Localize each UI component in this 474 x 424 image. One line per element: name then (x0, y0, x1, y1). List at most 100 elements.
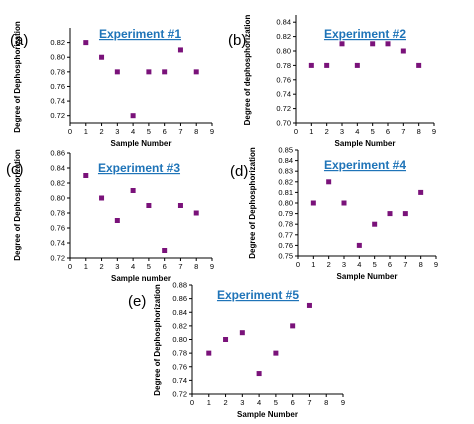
y-tick-label: 0.88 (172, 281, 187, 290)
x-tick-label: 9 (434, 260, 438, 269)
data-point (114, 69, 120, 75)
x-tick-label: 5 (373, 260, 377, 269)
y-tick-label: 0.84 (278, 156, 293, 165)
y-tick-label: 0.80 (276, 47, 291, 56)
x-tick-label: 7 (401, 127, 405, 136)
x-tick-label: 1 (84, 262, 88, 271)
x-tick-label: 8 (194, 127, 198, 136)
data-point (206, 350, 212, 356)
y-tick-label: 0.84 (276, 18, 291, 27)
data-point (372, 221, 378, 227)
data-point (114, 218, 120, 223)
y-axis-title: Degree of Dephosphorization (248, 147, 257, 259)
x-tick-label: 1 (207, 398, 211, 407)
y-tick-label: 0.84 (50, 164, 65, 173)
panel-letter: (c) (6, 161, 24, 178)
panel-letter: (a) (10, 32, 28, 49)
data-point (416, 62, 422, 68)
x-tick-label: 7 (307, 398, 311, 407)
x-tick-label: 7 (178, 127, 182, 136)
data-point (324, 62, 330, 68)
y-axis-title: Degree of dephosphorization (243, 15, 252, 126)
y-tick-label: 0.82 (50, 179, 65, 188)
chart-panel-1: 0 1 2 3 4 5 6 7 8 9 0.72 0.74 0.76 0.78 0.80 0.82 Sample… (10, 21, 214, 148)
data-point (130, 113, 136, 119)
x-tick-label: 3 (342, 260, 346, 269)
x-tick-label: 4 (131, 262, 135, 271)
data-point (162, 69, 168, 75)
chart-title: Experiment #2 (324, 27, 406, 41)
y-tick-label: 0.76 (278, 241, 293, 250)
y-tick-label: 0.85 (278, 146, 293, 155)
x-tick-label: 8 (194, 262, 198, 271)
x-tick-label: 7 (403, 260, 407, 269)
x-axis-title: Sample Number (237, 410, 298, 419)
y-tick-label: 0.80 (278, 199, 293, 208)
data-point (83, 40, 89, 46)
y-tick-label: 0.79 (278, 209, 293, 218)
y-tick-label: 0.80 (50, 53, 65, 62)
y-tick-label: 0.76 (276, 75, 291, 84)
y-tick-label: 0.78 (276, 61, 291, 70)
data-point (306, 302, 312, 308)
data-point (177, 203, 183, 208)
data-point (193, 210, 199, 216)
y-tick-label: 0.86 (172, 294, 187, 303)
x-axis-title: Sample Number (111, 139, 172, 148)
data-point (354, 62, 360, 68)
y-tick-label: 0.78 (278, 220, 293, 229)
data-point (385, 41, 391, 47)
x-tick-label: 8 (417, 127, 421, 136)
data-point (130, 188, 136, 193)
data-point (418, 189, 424, 195)
y-tick-label: 0.75 (278, 252, 293, 261)
panel-letter: (e) (128, 293, 146, 310)
x-tick-label: 1 (311, 260, 315, 269)
x-tick-label: 5 (371, 127, 375, 136)
chart-panel-5: 0 1 2 3 4 5 6 7 8 9 0.72 0.74 0.76 0.78 0.80 0.82 0.84 0.… (128, 281, 345, 420)
x-tick-label: 3 (115, 127, 119, 136)
y-axis-title: Degree of Dephosphorization (13, 21, 22, 133)
y-tick-label: 0.72 (276, 104, 291, 113)
x-tick-label: 0 (68, 127, 72, 136)
y-tick-label: 0.86 (50, 149, 65, 158)
chart-panel-4: 0 1 2 3 4 5 6 7 8 9 0.75 0.76 0.770.78 0.790.80 0.81 0.… (230, 146, 438, 282)
y-tick-label: 0.78 (172, 349, 187, 358)
data-point (193, 69, 199, 75)
chart-title: Experiment #3 (98, 161, 180, 175)
y-tick-label: 0.72 (50, 111, 65, 120)
data-point (83, 173, 89, 178)
data-point (177, 47, 183, 53)
y-tick-label: 0.82 (276, 32, 291, 41)
x-tick-label: 4 (257, 398, 261, 407)
x-tick-label: 7 (178, 262, 182, 271)
panel-letter: (b) (228, 32, 246, 49)
y-tick-label: 0.80 (50, 194, 65, 203)
x-tick-label: 5 (274, 398, 278, 407)
x-tick-label: 8 (419, 260, 423, 269)
y-tick-label: 0.74 (50, 97, 65, 106)
data-point (99, 54, 105, 60)
x-tick-label: 3 (115, 262, 119, 271)
x-tick-label: 2 (99, 127, 103, 136)
x-axis-title: Sample number (111, 274, 171, 283)
y-tick-label: 0.80 (172, 335, 187, 344)
chart-title: Experiment #5 (217, 288, 299, 302)
x-tick-label: 5 (147, 127, 151, 136)
data-point (223, 337, 229, 342)
data-point (146, 203, 152, 208)
chart-title: Experiment #1 (99, 27, 181, 41)
chart-panel-3: 0 1 2 3 4 5 6 7 8 9 0.72 0.74 0.76 0.78 0.80 0.82 0.84 0.… (6, 149, 214, 284)
x-tick-label: 0 (294, 127, 298, 136)
y-tick-label: 0.70 (276, 119, 291, 128)
x-tick-label: 6 (291, 398, 295, 407)
data-point (339, 41, 345, 47)
y-tick-label: 0.74 (276, 90, 291, 99)
data-point (341, 200, 347, 206)
y-tick-label: 0.76 (50, 224, 65, 233)
y-tick-label: 0.82 (50, 38, 65, 47)
y-tick-label: 0.78 (50, 209, 65, 218)
y-tick-label: 0.76 (50, 82, 65, 91)
data-point (387, 211, 393, 217)
